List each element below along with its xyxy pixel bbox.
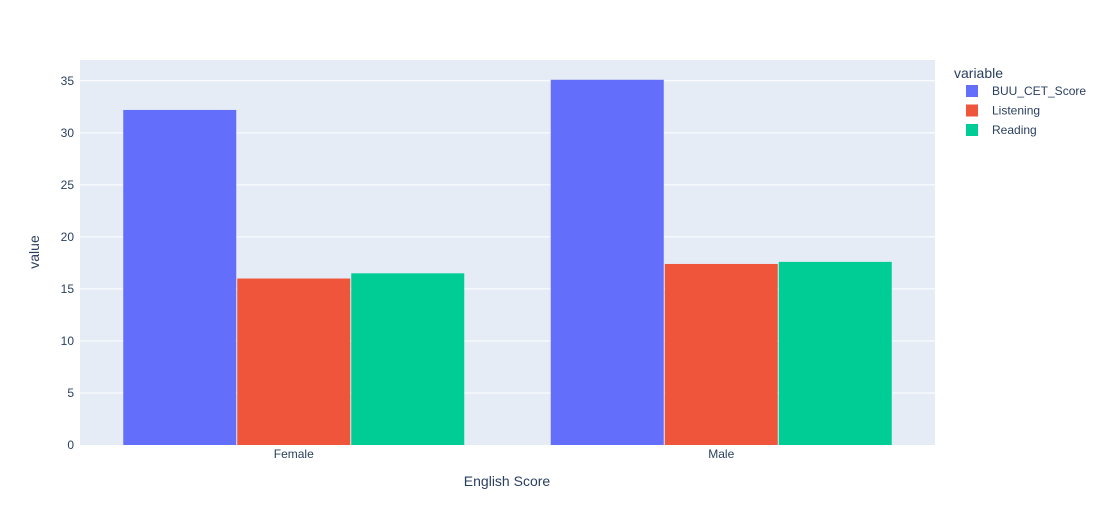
- y-tick-label: 20: [61, 230, 75, 244]
- x-axis-ticks: Female Male: [274, 447, 735, 461]
- y-tick-label: 0: [67, 438, 74, 452]
- y-tick-label: 10: [61, 334, 75, 348]
- bar-buu-cet-score-female[interactable]: [123, 109, 237, 445]
- y-tick-label: 15: [61, 282, 75, 296]
- legend-item-label[interactable]: BUU_CET_Score: [992, 84, 1086, 98]
- bar-reading-female[interactable]: [351, 273, 465, 445]
- y-tick-label: 30: [61, 126, 75, 140]
- bar-listening-male[interactable]: [664, 263, 778, 445]
- y-axis-ticks: 0 5 10 15 20 25 30 35: [61, 74, 75, 452]
- y-tick-label: 35: [61, 74, 75, 88]
- x-tick-label: Female: [274, 447, 314, 461]
- bar-buu-cet-score-male[interactable]: [550, 79, 664, 446]
- legend-item-label[interactable]: Reading: [992, 123, 1037, 137]
- y-tick-label: 25: [61, 178, 75, 192]
- y-axis-title: value: [26, 235, 42, 269]
- legend: variable BUU_CET_Score Listening Reading: [954, 65, 1086, 137]
- legend-item-label[interactable]: Listening: [992, 104, 1040, 118]
- bars: [123, 79, 892, 446]
- legend-title: variable: [954, 65, 1003, 81]
- legend-swatch[interactable]: [966, 104, 978, 117]
- legend-swatch[interactable]: [966, 124, 978, 136]
- x-tick-label: Male: [708, 447, 734, 461]
- legend-swatch[interactable]: [966, 85, 978, 97]
- bar-listening-female[interactable]: [237, 278, 351, 445]
- x-axis-title: English Score: [464, 473, 551, 489]
- bar-reading-male[interactable]: [778, 261, 892, 445]
- y-tick-label: 5: [67, 386, 74, 400]
